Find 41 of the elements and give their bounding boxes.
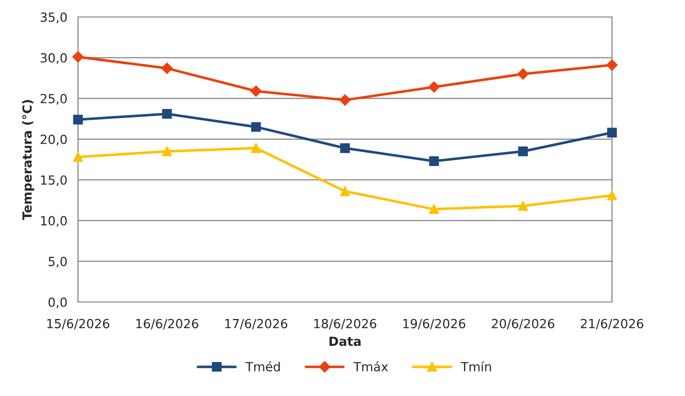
point <box>340 186 350 196</box>
point <box>429 204 439 214</box>
point <box>340 143 350 153</box>
y-tick-label: 5,0 <box>48 256 67 268</box>
x-tick-label: 20/6/2026 <box>492 318 554 330</box>
point <box>161 62 173 74</box>
point <box>251 122 261 132</box>
point <box>517 68 529 80</box>
y-tick-label: 25,0 <box>40 94 67 105</box>
point <box>429 156 439 166</box>
point <box>250 85 262 97</box>
point <box>428 81 440 93</box>
y-tick-label: 20,0 <box>40 134 67 146</box>
point <box>518 146 528 156</box>
y-axis-title: Temperatura (°C) <box>22 100 34 220</box>
y-tick-label: 10,0 <box>41 216 67 227</box>
legend-label: Tméd <box>245 361 280 372</box>
point <box>72 51 84 63</box>
point <box>518 201 528 211</box>
point <box>73 114 83 124</box>
x-axis-title: Data <box>330 336 361 346</box>
point <box>162 109 172 119</box>
legend-label: Tmáx <box>353 361 388 372</box>
point <box>251 143 261 153</box>
point <box>339 94 351 106</box>
point <box>73 152 83 162</box>
y-tick-label: 15,0 <box>41 175 67 186</box>
x-tick-label: 19/6/2026 <box>403 318 466 330</box>
x-tick-label: 15/6/2026 <box>47 318 110 330</box>
point <box>606 59 618 71</box>
x-tick-label: 21/6/2026 <box>580 318 644 330</box>
y-tick-label: 35,0 <box>40 12 67 24</box>
point <box>162 146 172 156</box>
x-tick-label: 16/6/2026 <box>136 318 198 330</box>
x-tick-label: 17/6/2026 <box>225 318 288 330</box>
y-tick-label: 0,0 <box>48 297 67 308</box>
point <box>607 128 617 138</box>
y-tick-label: 30,0 <box>40 53 67 64</box>
x-tick-label: 18/6/2026 <box>314 318 376 330</box>
point <box>607 190 617 200</box>
legend-label: Tmín <box>460 361 491 372</box>
